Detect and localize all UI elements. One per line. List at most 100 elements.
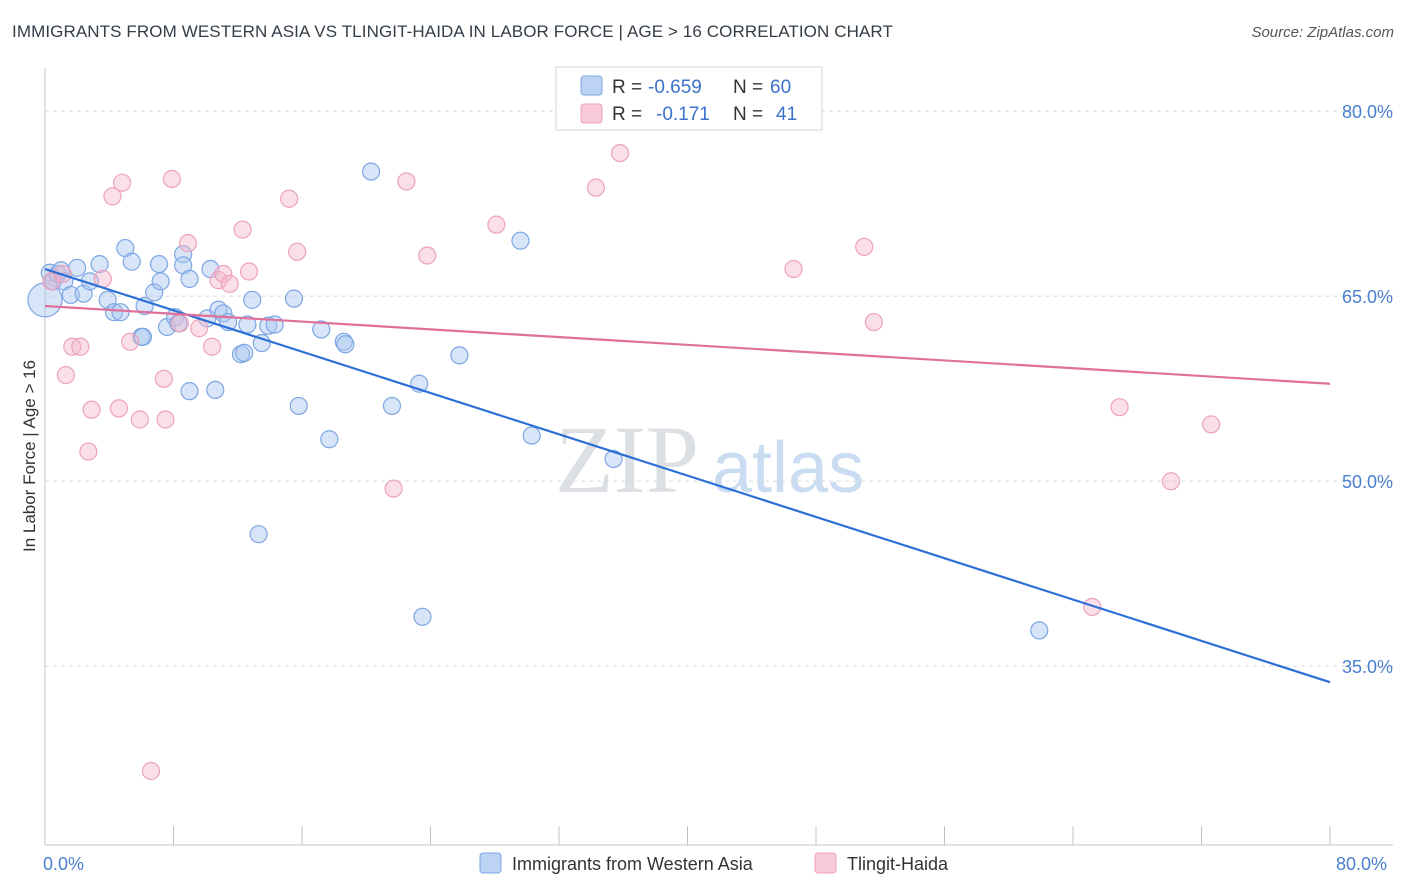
y-tick-label-1: 65.0% [1342,287,1393,307]
point-western-asia-15 [122,252,141,271]
point-tlingit-haida-18 [178,234,198,253]
y-tick-label-0: 80.0% [1342,102,1393,122]
legend-n-label-pink: N = [733,104,763,125]
point-tlingit-haida-2 [56,366,75,385]
point-tlingit-haida-26 [280,189,299,208]
legend-r-value-blue: -0.659 [648,77,702,98]
point-tlingit-haida-34 [784,259,803,279]
y-tick-labels: 80.0% 65.0% 50.0% 35.0% [1342,102,1393,677]
point-tlingit-haida-20 [202,337,222,356]
point-western-asia-50 [382,396,402,416]
point-western-asia-57 [1030,621,1049,640]
point-tlingit-haida-0 [42,272,61,291]
point-tlingit-haida-28 [384,479,403,498]
y-tick-label-3: 35.0% [1342,657,1393,677]
y-axis-title: In Labor Force | Age > 16 [20,360,39,552]
point-tlingit-haida-5 [79,442,98,461]
point-western-asia-54 [511,231,530,250]
point-western-asia-28 [180,269,199,288]
legend-n-label-blue: N = [733,77,763,98]
point-tlingit-haida-16 [162,169,181,189]
point-western-asia-49 [361,162,381,181]
point-western-asia-53 [450,346,469,365]
point-western-asia-21 [151,272,170,291]
series-legend-swatch-pink [814,852,837,874]
point-western-asia-55 [522,426,541,445]
point-tlingit-haida-17 [170,314,190,333]
point-western-asia-41 [259,316,278,335]
point-tlingit-haida-24 [233,220,252,239]
legend-r-label-pink: R = [612,104,642,125]
point-western-asia-6 [61,285,80,305]
point-tlingit-haida-11 [121,332,140,351]
point-tlingit-haida-12 [130,410,149,429]
watermark-atlas: atlas [712,428,864,508]
watermark-zip: ZIP [555,406,699,513]
series-legend-label-pink: Tlingit-Haida [847,854,949,874]
point-tlingit-haida-19 [190,319,209,338]
point-tlingit-haida-4 [71,337,90,356]
point-tlingit-haida-30 [418,246,437,265]
point-western-asia-52 [413,607,432,626]
chart-title: IMMIGRANTS FROM WESTERN ASIA VS TLINGIT-… [12,22,893,41]
series-legend-label-blue: Immigrants from Western Asia [512,854,754,874]
legend-swatch-blue [580,75,603,96]
trend-lines [44,267,1331,684]
point-western-asia-20 [149,255,169,274]
point-tlingit-haida-14 [154,369,173,388]
point-tlingit-haida-27 [288,242,307,261]
point-western-asia-12 [104,303,124,322]
legend-swatch-pink [580,103,603,124]
legend-n-value-pink: 41 [776,104,797,125]
series-legend: Immigrants from Western Asia Tlingit-Hai… [479,852,949,874]
trend-line-western-asia [44,267,1331,684]
x-tick-marks [44,826,1331,845]
point-tlingit-haida-13 [141,761,161,781]
point-tlingit-haida-6 [82,400,101,419]
point-tlingit-haida-39 [1161,472,1181,491]
point-western-asia-10 [90,255,109,274]
point-western-asia-43 [284,289,304,308]
point-tlingit-haida-38 [1110,398,1129,417]
point-western-asia-31 [206,380,225,399]
point-western-asia-13 [111,303,130,322]
legend-r-value-pink: -0.171 [656,104,710,125]
point-tlingit-haida-8 [103,187,122,206]
grid-lines [45,110,1393,667]
point-western-asia-38 [243,290,262,309]
point-western-asia-48 [336,335,355,354]
point-tlingit-haida-25 [239,262,259,281]
watermark: ZIP atlas [555,406,864,513]
legend-n-value-blue: 60 [770,77,791,98]
point-tlingit-haida-21 [209,271,228,290]
x-tick-label-min: 0.0% [43,854,84,874]
point-western-asia-56 [604,449,623,469]
series-legend-swatch-blue [479,852,502,874]
point-tlingit-haida-23 [220,274,239,293]
point-western-asia-36 [235,343,254,362]
point-tlingit-haida-33 [610,144,630,163]
point-tlingit-haida-31 [487,215,506,234]
y-tick-label-2: 50.0% [1342,472,1393,492]
chart-source: Source: ZipAtlas.com [1251,24,1394,41]
x-tick-label-max: 80.0% [1336,854,1387,874]
point-western-asia-19 [145,283,164,302]
point-tlingit-haida-9 [109,399,128,418]
legend-r-label-blue: R = [612,77,642,98]
point-tlingit-haida-22 [214,264,233,284]
point-tlingit-haida-15 [156,410,175,429]
point-tlingit-haida-10 [112,173,132,192]
point-western-asia-39 [249,525,268,544]
stats-legend: R = -0.659 N = 60 R = -0.171 N = 41 [555,66,823,131]
point-western-asia-46 [320,430,339,449]
point-tlingit-haida-40 [1202,415,1221,434]
point-tlingit-haida-36 [864,312,883,332]
point-western-asia-44 [289,396,308,416]
point-tlingit-haida-37 [1083,597,1102,617]
point-tlingit-haida-29 [397,172,416,191]
point-western-asia-27 [180,382,199,401]
point-western-asia-40 [252,333,271,353]
trend-line-tlingit-haida [44,304,1331,385]
point-western-asia-45 [312,320,331,339]
